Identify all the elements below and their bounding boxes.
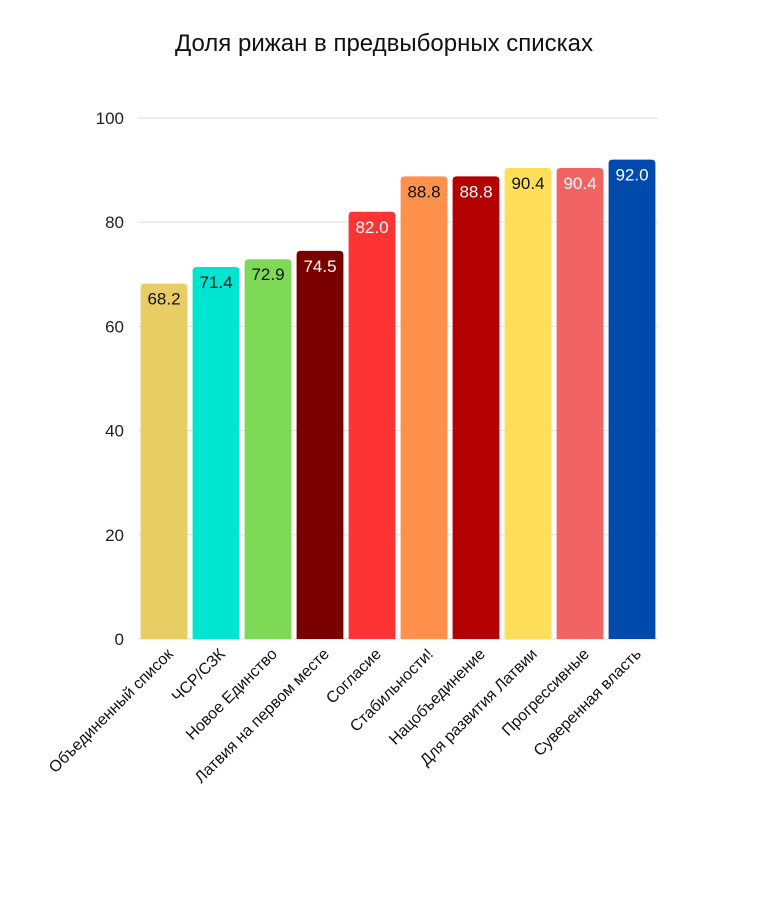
bar [556, 168, 604, 640]
data-label: 90.4 [563, 174, 596, 193]
y-axis-ticks: 0 20 40 60 80 100 [96, 109, 124, 649]
data-label: 88.8 [407, 182, 440, 201]
bar [452, 176, 500, 640]
data-label: 68.2 [147, 290, 180, 309]
y-tick-label: 100 [96, 109, 124, 128]
bar [244, 259, 292, 639]
x-tick-label: Нацобъединение [386, 646, 489, 749]
x-tick-label: Прогрессивные [499, 646, 593, 740]
data-label: 74.5 [303, 257, 336, 276]
data-label: 90.4 [511, 174, 544, 193]
y-tick-label: 40 [105, 422, 124, 441]
data-label: 72.9 [251, 265, 284, 284]
bars [140, 159, 656, 640]
bar [296, 250, 344, 640]
y-tick-label: 80 [105, 213, 124, 232]
y-tick-label: 20 [105, 526, 124, 545]
x-tick-label: Суверенная власть [531, 646, 645, 760]
chart-title: Доля рижан в предвыборных списках [174, 30, 594, 57]
bar [192, 267, 240, 639]
data-label: 92.0 [615, 166, 648, 185]
x-tick-label: Новое Единство [183, 646, 281, 744]
bar [400, 176, 448, 640]
x-tick-label: Объединенный список [46, 645, 177, 776]
y-tick-label: 0 [115, 630, 124, 649]
bar [504, 168, 552, 640]
data-labels: 68.2 71.4 72.9 74.5 82.0 88.8 88.8 90.4 90.4 92.0 [147, 166, 648, 309]
bar [140, 283, 188, 639]
y-tick-label: 60 [105, 317, 124, 336]
bar [608, 159, 656, 639]
data-label: 88.8 [459, 182, 492, 201]
data-label: 82.0 [355, 218, 388, 237]
data-label: 71.4 [199, 273, 232, 292]
bar [348, 211, 396, 639]
